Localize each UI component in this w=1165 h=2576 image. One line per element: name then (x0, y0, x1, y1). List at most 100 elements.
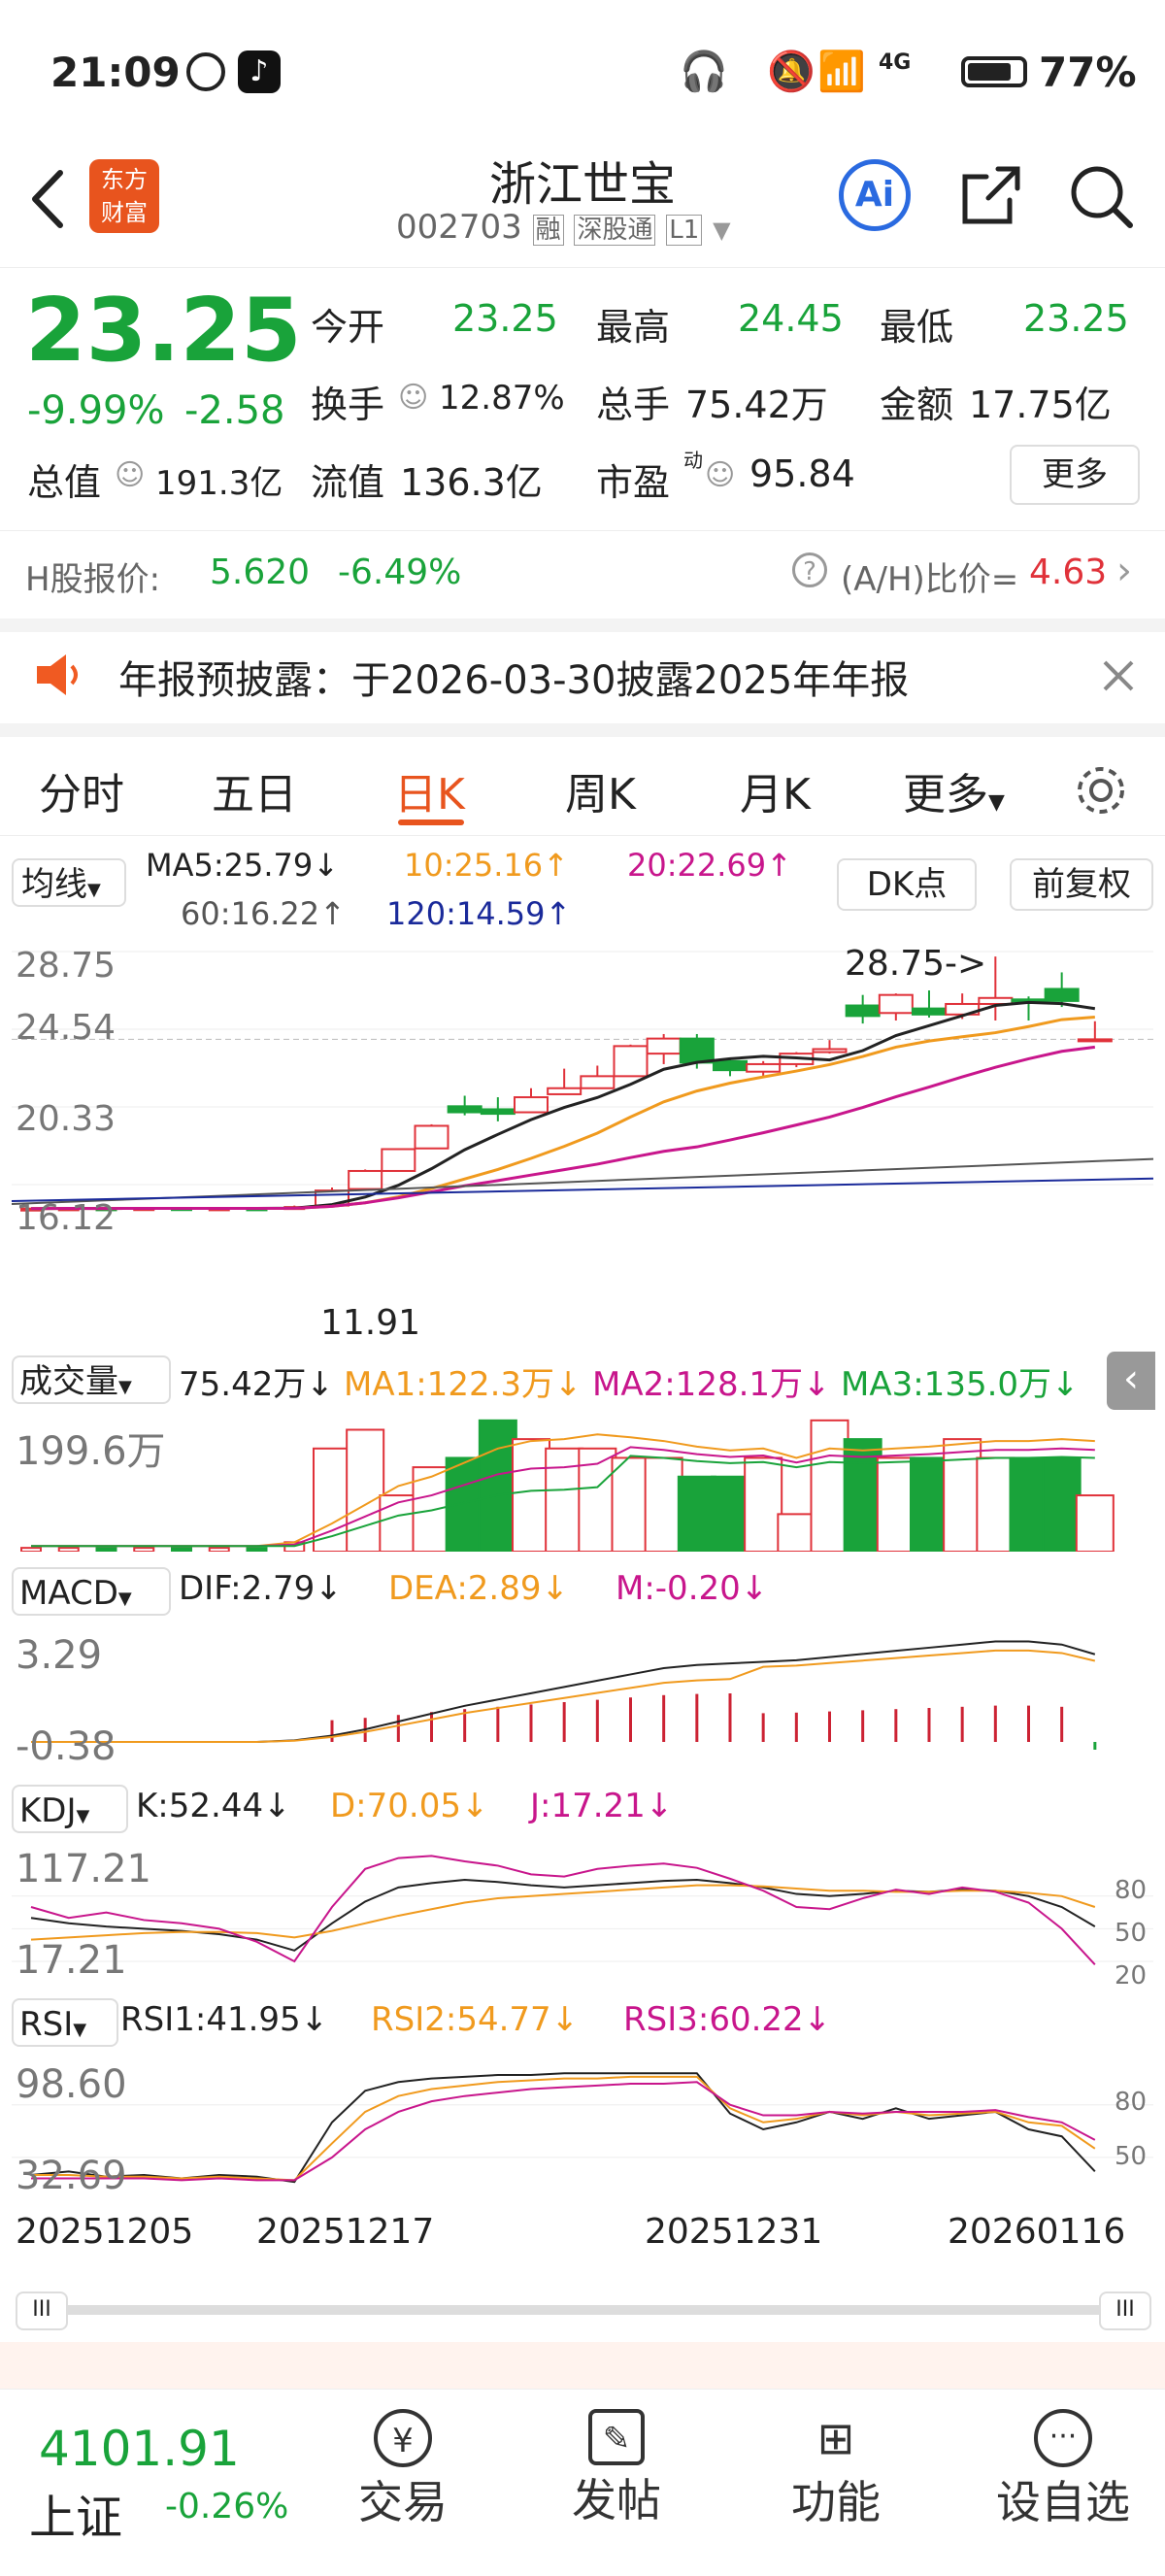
logo-text-top: 东方 (101, 166, 148, 193)
range-handle-right[interactable]: III (1099, 2292, 1151, 2330)
tab-intraday[interactable]: 分时 (39, 770, 124, 820)
candle-body (812, 1048, 848, 1054)
candle-body (646, 1037, 682, 1055)
gear-icon[interactable] (1074, 763, 1128, 818)
nav-post[interactable]: ✎ 发帖 (544, 2409, 689, 2529)
info-icon[interactable]: ☺ (705, 458, 736, 492)
help-icon[interactable]: ? (792, 552, 827, 587)
tab-five-day[interactable]: 五日 (212, 770, 297, 820)
volume-ma1: MA1:122.3万↓ (344, 1365, 582, 1404)
tab-weekly-k[interactable]: 周K (565, 770, 636, 820)
kdj-selector-label: KDJ (19, 1791, 77, 1830)
k-line (30, 1878, 1096, 1952)
x-date-4: 20260116 (948, 2212, 1126, 2252)
share-icon[interactable] (959, 163, 1023, 227)
info-icon[interactable]: ☺ (398, 381, 429, 415)
h-share-bar[interactable]: H股报价: 5.620 -6.49% ? (A/H)比价= 4.63 › (0, 530, 1165, 632)
tab-more[interactable]: 更多▼ (903, 759, 1005, 821)
adjust-button[interactable]: 前复权 (1010, 858, 1153, 911)
macd-m: M:-0.20↓ (616, 1569, 769, 1608)
macd-chart[interactable] (12, 1625, 1153, 1761)
open-label: 今开 (311, 306, 385, 349)
range-handle-left[interactable]: III (16, 2292, 68, 2330)
period-tabs: 分时 五日 日K 周K 月K 更多▼ (0, 738, 1165, 836)
ah-ratio-label: (A/H)比价= (841, 560, 1019, 599)
notice-bar[interactable]: 年报预披露：于2026-03-30披露2025年年报 (0, 631, 1165, 737)
ma60-legend: 60:16.22↑ (181, 895, 346, 932)
y-label-2: 24.54 (16, 1008, 116, 1048)
turnover-value: 12.87% (439, 379, 565, 418)
rsi-selector[interactable]: RSI▼ (12, 1998, 118, 2047)
stock-name: 浙江世宝 (488, 157, 676, 212)
volume-bar (20, 1547, 42, 1552)
dk-point-button[interactable]: DK点 (837, 858, 977, 911)
nav-add-watch[interactable]: ··· 设自选 (981, 2409, 1146, 2531)
active-tab-indicator (398, 820, 464, 825)
tag-level: L1 (666, 215, 703, 246)
nav-functions[interactable]: ⊞ 功能 (763, 2409, 909, 2531)
ma20-legend: 20:22.69↑ (627, 847, 792, 884)
network-type: 4G (879, 50, 912, 75)
candle-body (381, 1148, 416, 1172)
ma5-legend: MA5:25.79↓ (146, 847, 340, 884)
macd-y-top: 3.29 (16, 1633, 103, 1678)
kdj-chart[interactable] (12, 1843, 1153, 1998)
volume-bar (644, 1456, 683, 1552)
tag-margin: 融 (532, 215, 564, 246)
macd-selector-label: MACD (19, 1574, 118, 1613)
index-value[interactable]: 4101.91 (39, 2421, 240, 2477)
high-value: 24.45 (738, 297, 844, 340)
volume-selector[interactable]: 成交量▼ (12, 1355, 171, 1404)
ai-assistant-button[interactable]: Ai (839, 159, 911, 231)
change-percent: -9.99% (27, 388, 165, 433)
nav-trade[interactable]: ¥ 交易 (330, 2409, 476, 2531)
chevron-down-icon[interactable]: ▼ (713, 217, 731, 244)
kdj-k: K:52.44↓ (136, 1787, 291, 1825)
close-icon[interactable] (1099, 656, 1138, 695)
rsi-chart[interactable] (12, 2057, 1153, 2202)
nav-add-watch-label: 设自选 (996, 2476, 1130, 2528)
volume-bar (1075, 1494, 1115, 1552)
volume-bar (1009, 1456, 1048, 1552)
back-arrow-icon[interactable] (23, 165, 72, 233)
candlestick-chart[interactable] (12, 944, 1153, 1218)
more-button[interactable]: 更多 (1010, 445, 1140, 505)
ma-selector[interactable]: 均线▼ (12, 858, 126, 907)
chart-area: 均线▼ MA5:25.79↓ 10:25.16↑ 20:22.69↑ 60:16… (0, 837, 1165, 2330)
chevron-right-icon: › (1116, 549, 1132, 593)
volume-label: 总手 (596, 384, 671, 426)
volume-bar (346, 1428, 385, 1552)
stock-header: 东方 财富 浙江世宝 002703 融 深股通 L1 ▼ Ai (0, 146, 1165, 268)
quote-panel: 23.25 -9.99% -2.58 今开 23.25 最高 24.45 最低 … (0, 268, 1165, 530)
volume-bar (943, 1438, 982, 1552)
kdj-selector[interactable]: KDJ▼ (12, 1785, 128, 1833)
caret-down-icon: ▼ (988, 790, 1005, 815)
rsi1-line (30, 2072, 1096, 2184)
volume-bar (95, 1547, 117, 1552)
pe-value: 95.84 (749, 452, 855, 495)
logo-text-bottom: 财富 (101, 199, 148, 226)
y-label-4: 16.12 (16, 1198, 116, 1238)
kdj-level-20: 20 (1115, 1961, 1148, 1991)
volume-ma3: MA3:135.0万↓ (841, 1365, 1080, 1404)
status-time: 21:09 (50, 49, 181, 96)
candle-body (713, 1059, 748, 1072)
tab-monthly-k[interactable]: 月K (740, 770, 811, 820)
volume-bar (744, 1456, 783, 1552)
search-icon[interactable] (1068, 163, 1136, 231)
low-marker: 11.91 (320, 1303, 421, 1343)
open-value: 23.25 (452, 297, 558, 340)
rsi-selector-label: RSI (19, 2005, 74, 2044)
range-scrollbar[interactable] (16, 2305, 1149, 2315)
amount-value: 17.75亿 (969, 384, 1112, 426)
candle-body (878, 993, 914, 1015)
collapse-panel-button[interactable]: ‹ (1107, 1352, 1155, 1410)
tab-daily-k[interactable]: 日K (394, 770, 465, 820)
info-icon[interactable]: ☺ (115, 458, 146, 492)
macd-selector[interactable]: MACD▼ (12, 1567, 171, 1616)
pe-superscript: 动 (683, 449, 703, 472)
volume-chart[interactable] (12, 1416, 1153, 1552)
battery-percent: 77% (1039, 49, 1137, 96)
volume-bar (57, 1547, 80, 1552)
nav-post-label: 发帖 (572, 2474, 661, 2526)
